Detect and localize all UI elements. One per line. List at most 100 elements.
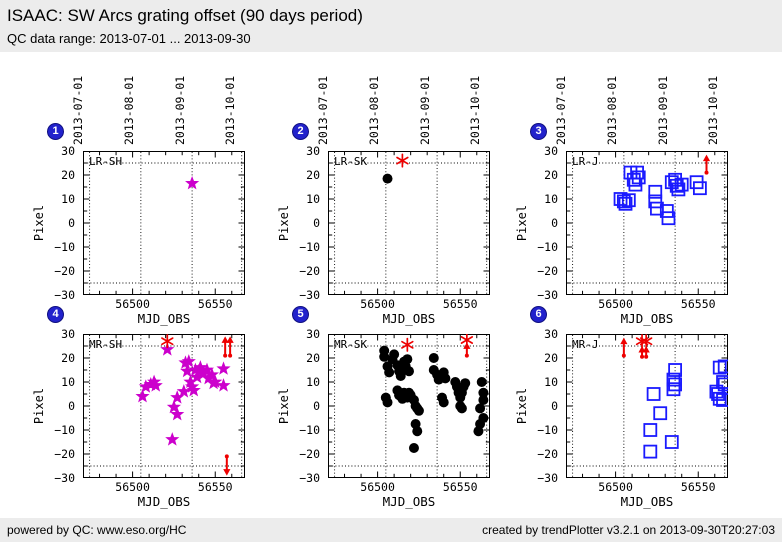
arrow-up-icon [221, 336, 229, 358]
y-tick-label: 10 [61, 192, 75, 206]
data-point [413, 405, 424, 416]
date-gridline-label: 2013-07-01 [553, 75, 568, 145]
y-tick-label: 20 [61, 168, 75, 182]
y-tick-label: −10 [299, 423, 320, 437]
outlier-asterisk [401, 340, 414, 349]
data-point [428, 353, 439, 363]
y-tick-label: −30 [54, 288, 75, 302]
x-tick-label: 56550 [680, 297, 716, 311]
data-point [616, 194, 631, 209]
data-point [643, 444, 658, 459]
arrow-up-icon [620, 337, 628, 358]
data-point [216, 378, 231, 392]
data-point [630, 165, 644, 180]
y-tick-label: 30 [306, 327, 320, 341]
date-gridline-label: 2013-07-01 [70, 75, 85, 145]
y-tick-label: 20 [306, 351, 320, 365]
data-point [412, 426, 423, 437]
plot-setting-label: LR-SK [334, 155, 367, 168]
plot-canvas-LR-SH: LR-SH [83, 151, 245, 295]
data-point [659, 204, 674, 218]
arrow-up-icon [226, 336, 234, 358]
y-tick-label: −30 [537, 288, 558, 302]
y-tick-label: 0 [68, 216, 75, 230]
y-tick-label: 10 [306, 192, 320, 206]
y-tick-label: 0 [68, 399, 75, 413]
footer-bar: powered by QC: www.eso.org/HC created by… [0, 518, 782, 542]
plot-setting-label: LR-SH [89, 155, 122, 168]
x-axis-label: MJD_OBS [382, 311, 436, 326]
plot-badge-4: 4 [47, 306, 64, 323]
y-tick-label: 20 [544, 168, 558, 182]
x-tick-label: 56500 [360, 297, 395, 311]
data-point [456, 403, 467, 414]
plot-canvas-MR-J: MR-J [566, 334, 728, 478]
date-gridline-label: 2013-08-01 [366, 75, 381, 145]
data-point [204, 367, 220, 381]
data-point [148, 378, 163, 392]
y-axis-label: Pixel [515, 204, 529, 242]
y-tick-label: 0 [313, 399, 320, 413]
y-tick-label: −30 [299, 288, 320, 302]
data-point [648, 184, 663, 199]
outlier-asterisk [396, 156, 409, 165]
y-axis-label: Pixel [32, 387, 46, 425]
data-point [440, 373, 451, 384]
x-tick-label: 56500 [115, 297, 150, 311]
x-axis-label: MJD_OBS [620, 311, 674, 326]
date-gridline-label: 2013-10-01 [222, 75, 237, 145]
data-point [717, 359, 728, 374]
plot-setting-label: MR-J [572, 338, 599, 351]
date-gridline-label: 2013-08-01 [121, 75, 136, 145]
data-point [404, 366, 414, 377]
x-tick-label: 56500 [115, 480, 150, 494]
qc-data-range: QC data range: 2013-07-01 ... 2013-09-30 [7, 31, 251, 46]
x-axis-label: MJD_OBS [137, 494, 191, 509]
y-tick-label: −30 [299, 471, 320, 485]
plot-canvas-LR-J: LR-J [566, 151, 728, 295]
data-point [181, 354, 196, 368]
data-point [643, 423, 658, 437]
plot-canvas-MR-SK: MR-SK [328, 334, 490, 478]
y-tick-label: −10 [299, 240, 320, 254]
data-point [626, 172, 641, 187]
outlier-asterisk [161, 337, 174, 346]
data-point [379, 351, 390, 362]
y-tick-label: 20 [61, 351, 75, 365]
date-gridline-label: 2013-10-01 [467, 75, 482, 145]
plot-setting-label: MR-SK [334, 338, 367, 351]
data-point [135, 388, 150, 403]
arrow-up-icon [463, 342, 471, 358]
y-tick-label: 0 [551, 216, 558, 230]
created-by-text: created by trendPlotter v3.2.1 on 2013-0… [482, 523, 775, 537]
data-point [165, 432, 180, 446]
data-point [618, 196, 633, 211]
data-point [631, 170, 646, 185]
y-tick-label: 0 [551, 399, 558, 413]
data-point [664, 435, 679, 449]
data-point [460, 378, 471, 389]
data-point [621, 193, 636, 208]
outlier-asterisk [639, 337, 653, 346]
data-point [438, 397, 449, 408]
data-point [160, 342, 175, 356]
data-point [408, 443, 419, 453]
data-point [648, 194, 663, 209]
y-axis-label: Pixel [277, 387, 291, 425]
data-point [382, 397, 393, 408]
x-tick-label: 56550 [680, 480, 716, 494]
y-axis-label: Pixel [515, 387, 529, 425]
x-tick-label: 56550 [442, 480, 478, 494]
data-point [382, 173, 393, 184]
x-tick-label: 56550 [442, 297, 478, 311]
page-title: ISAAC: SW Arcs grating offset (90 days p… [7, 6, 363, 25]
y-tick-label: 0 [313, 216, 320, 230]
y-tick-label: 10 [544, 375, 558, 389]
x-tick-label: 56500 [598, 297, 633, 311]
data-point [473, 426, 484, 437]
data-point [712, 360, 727, 375]
y-tick-label: 30 [544, 144, 558, 158]
plot-canvas-LR-SK: LR-SK [328, 151, 490, 295]
data-point [716, 393, 728, 407]
